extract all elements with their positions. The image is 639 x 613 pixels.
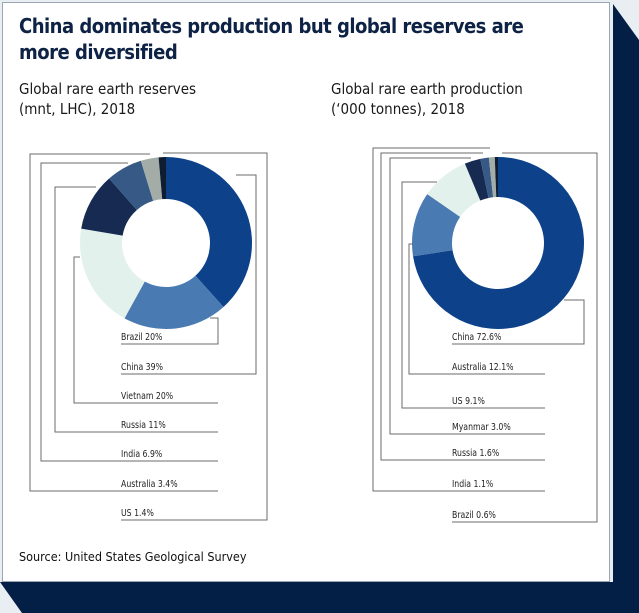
page-title: China dominates production but global re…: [19, 14, 524, 64]
reserves-labels: Brazil 20% China 39% Vietnam 20% Russia 11%…: [29, 152, 268, 521]
data-label-vietnam: Vietnam 20%: [121, 391, 173, 402]
donut-slice-us: [158, 157, 166, 200]
leader-line-china: [452, 299, 585, 345]
data-label-brazil: Brazil 20%: [121, 332, 162, 343]
production-title-line-2: (‘000 tonnes), 2018: [331, 100, 465, 118]
production-labels: China 72.6% Australia 12.1% US 9.1% Myanmar…: [372, 147, 598, 523]
leader-line-russia: [380, 152, 545, 461]
data-label-russia: Russia 11%: [121, 420, 166, 431]
leader-line-myanmar: [389, 157, 545, 435]
reserves-donut: [80, 157, 252, 329]
reserves-title-line-1: Global rare earth reserves: [19, 80, 197, 98]
leader-line-australia: [408, 243, 545, 375]
leader-line-india: [40, 162, 218, 462]
leader-line-china: [121, 174, 257, 375]
donut-slice-brazil: [494, 157, 498, 198]
donut-slice-russia: [81, 178, 137, 236]
reserves-title-line-2: (mnt, LHC), 2018: [19, 100, 136, 118]
data-label-australia: Australia 3.4%: [121, 479, 178, 490]
donut-slice-myanmar: [464, 158, 489, 201]
source-note: Source: United States Geological Survey: [19, 549, 247, 564]
donut-slice-us: [427, 163, 481, 217]
data-label-us: US 9.1%: [452, 396, 485, 407]
leader-line-russia: [54, 186, 218, 433]
data-label-us: US 1.4%: [121, 508, 154, 519]
donut-slice-india: [109, 160, 154, 211]
production-title-line-1: Global rare earth production: [331, 80, 523, 98]
donut-slice-russia: [480, 157, 494, 198]
leader-line-australia: [29, 153, 218, 492]
leader-line-us: [121, 152, 268, 521]
donut-slice-vietnam: [80, 228, 145, 319]
production-donut: [412, 157, 584, 330]
data-label-china: China 39%: [121, 362, 163, 373]
leader-line-brazil: [121, 317, 219, 345]
donut-slice-brazil: [124, 275, 224, 329]
data-label-myanmar: Myanmar 3.0%: [452, 422, 511, 433]
leader-line-vietnam: [73, 256, 218, 404]
data-label-australia: Australia 12.1%: [452, 362, 514, 373]
leader-line-us: [401, 181, 545, 409]
donut-slice-china: [413, 157, 584, 330]
data-label-brazil: Brazil 0.6%: [452, 510, 496, 521]
leader-line-brazil: [452, 152, 598, 523]
donut-slice-india: [488, 157, 497, 198]
data-label-india: India 6.9%: [121, 449, 162, 460]
data-label-china: China 72.6%: [452, 332, 501, 343]
donut-slice-china: [166, 157, 252, 307]
donut-slice-australia: [412, 194, 461, 257]
data-label-russia: Russia 1.6%: [452, 448, 499, 459]
production-chart-title: Global rare earth production (‘000 tonne…: [331, 79, 547, 119]
data-label-india: India 1.1%: [452, 479, 493, 490]
reserves-chart-title: Global rare earth reserves (mnt, LHC), 2…: [19, 79, 235, 119]
leader-line-india: [372, 147, 545, 492]
donut-slice-australia: [140, 157, 163, 201]
